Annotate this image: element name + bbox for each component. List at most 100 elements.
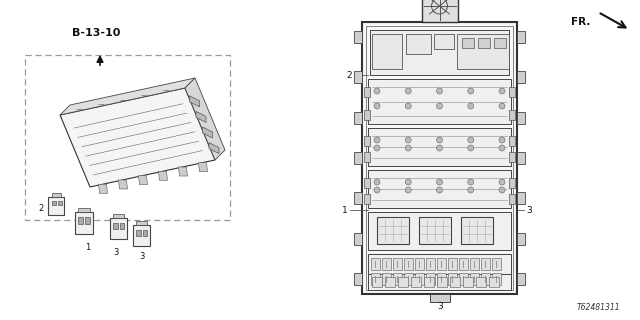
Circle shape — [436, 145, 442, 151]
Bar — [58, 201, 63, 205]
Bar — [517, 31, 525, 43]
Bar — [75, 212, 93, 234]
Bar — [459, 273, 468, 285]
Text: 2: 2 — [346, 70, 352, 79]
Circle shape — [499, 88, 505, 94]
Bar — [461, 217, 493, 244]
Circle shape — [436, 88, 442, 94]
Polygon shape — [198, 163, 207, 172]
Bar — [517, 233, 525, 245]
Bar — [143, 230, 147, 236]
Bar — [362, 22, 517, 294]
Bar — [393, 273, 402, 285]
Bar — [470, 258, 479, 270]
Bar — [517, 273, 525, 285]
Bar — [509, 178, 515, 188]
Polygon shape — [60, 88, 215, 187]
Bar — [110, 218, 127, 239]
Bar — [494, 38, 506, 48]
Bar — [368, 128, 511, 166]
Bar — [398, 277, 408, 287]
Circle shape — [468, 145, 474, 151]
Bar — [429, 294, 449, 302]
Polygon shape — [118, 180, 127, 189]
Polygon shape — [138, 176, 147, 185]
Bar — [370, 30, 509, 75]
Bar — [113, 223, 118, 229]
Bar — [52, 193, 61, 197]
Bar — [415, 273, 424, 285]
Bar — [411, 277, 421, 287]
Bar — [366, 26, 513, 290]
Bar — [459, 258, 468, 270]
Text: 3: 3 — [113, 248, 118, 257]
Bar — [406, 34, 431, 54]
Bar — [437, 258, 446, 270]
Bar — [377, 217, 409, 244]
Bar — [364, 136, 370, 146]
Bar — [463, 277, 473, 287]
Bar — [48, 197, 64, 215]
Circle shape — [405, 187, 412, 193]
Bar — [354, 112, 362, 124]
Bar — [481, 273, 490, 285]
Circle shape — [468, 179, 474, 185]
Bar — [364, 152, 370, 162]
Text: 3: 3 — [526, 205, 532, 214]
Bar — [509, 194, 515, 204]
Bar — [136, 230, 141, 236]
Polygon shape — [159, 171, 168, 180]
Bar — [368, 274, 511, 290]
Bar — [354, 152, 362, 164]
Bar — [509, 87, 515, 97]
Bar — [419, 217, 451, 244]
Polygon shape — [196, 111, 206, 123]
Bar — [364, 110, 370, 120]
Bar — [404, 273, 413, 285]
Bar — [364, 194, 370, 204]
Bar — [354, 31, 362, 43]
Bar — [382, 258, 391, 270]
Bar — [517, 152, 525, 164]
Circle shape — [374, 137, 380, 143]
Text: 3: 3 — [437, 302, 443, 311]
Circle shape — [374, 88, 380, 94]
Circle shape — [499, 179, 505, 185]
Bar — [25, 55, 230, 220]
Text: 3: 3 — [140, 252, 145, 261]
Circle shape — [374, 145, 380, 151]
Polygon shape — [202, 127, 212, 138]
Bar — [426, 273, 435, 285]
Bar — [448, 273, 457, 285]
Circle shape — [499, 137, 505, 143]
Circle shape — [436, 179, 442, 185]
Bar — [368, 170, 511, 208]
Bar — [481, 258, 490, 270]
Bar — [509, 152, 515, 162]
Circle shape — [436, 103, 442, 109]
Bar — [372, 34, 402, 69]
Circle shape — [499, 187, 505, 193]
Polygon shape — [185, 78, 225, 160]
Bar — [52, 201, 56, 205]
Bar — [120, 223, 124, 229]
Bar — [517, 192, 525, 204]
Circle shape — [468, 137, 474, 143]
Circle shape — [468, 88, 474, 94]
Bar — [492, 258, 501, 270]
Bar — [133, 225, 150, 246]
Bar — [424, 277, 434, 287]
Polygon shape — [60, 78, 195, 115]
Circle shape — [468, 103, 474, 109]
Bar — [404, 258, 413, 270]
Bar — [462, 38, 474, 48]
Bar — [426, 258, 435, 270]
Circle shape — [499, 103, 505, 109]
Bar — [354, 71, 362, 83]
Bar — [517, 112, 525, 124]
Circle shape — [468, 187, 474, 193]
Text: 1: 1 — [85, 243, 91, 252]
Bar — [136, 221, 147, 225]
Polygon shape — [209, 143, 219, 154]
Bar — [509, 136, 515, 146]
